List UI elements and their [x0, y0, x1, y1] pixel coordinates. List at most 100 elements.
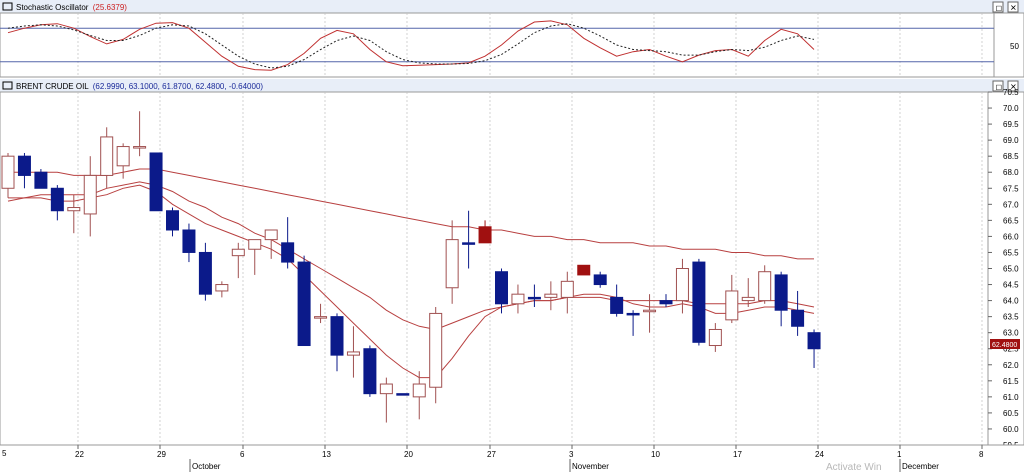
- candle-7: [116, 143, 130, 179]
- date-label-0: 22: [75, 450, 84, 459]
- candle-24: [396, 393, 410, 396]
- candle-body-49: [807, 332, 821, 350]
- candle-body-42: [692, 261, 706, 343]
- candle-body-30: [495, 271, 508, 305]
- stochastic-panel: [0, 12, 1024, 78]
- candle-body-45: [741, 296, 755, 302]
- price-title: BRENT CRUDE OIL (62.9990, 63.1000, 61.87…: [16, 82, 263, 91]
- candle-body-15: [248, 239, 262, 250]
- date-label-4: 20: [404, 450, 413, 459]
- date-label-edge: 5: [2, 449, 7, 458]
- candle-body-41: [675, 268, 689, 302]
- date-label-2: 6: [240, 450, 245, 459]
- candle-body-14: [231, 248, 245, 257]
- candle-49: [807, 329, 821, 368]
- price-tick-label-22: 70.5: [1003, 88, 1019, 97]
- stochastic-title: Stochastic Oscillator (25.6379): [16, 3, 127, 12]
- candle-25: [412, 371, 426, 420]
- price-tick-label-16: 67.5: [1003, 184, 1019, 193]
- candle-body-18: [297, 261, 311, 347]
- date-label-6: 3: [569, 450, 574, 459]
- last-price-badge: 62.4800: [990, 339, 1020, 349]
- stochastic-axis-label: 50: [1010, 42, 1019, 51]
- candle-body-21: [346, 351, 360, 356]
- candle-body-43: [708, 328, 722, 347]
- candle-body-28: [462, 242, 476, 245]
- candle-body-32: [527, 296, 541, 300]
- svg-text:◻: ◻: [996, 83, 1003, 92]
- stoch-line-0: [7, 20, 815, 71]
- candle-body-22: [363, 348, 377, 395]
- stochastic-header: [0, 0, 1024, 13]
- candle-28: [462, 210, 476, 269]
- price-tick-label-12: 65.5: [1003, 248, 1019, 257]
- panel-menu-icon[interactable]: [2, 2, 13, 11]
- candle-body-17: [281, 242, 295, 263]
- candle-body-16: [264, 229, 278, 241]
- candle-body-31: [511, 293, 525, 305]
- month-label-0: October: [192, 462, 221, 471]
- price-restore-icon[interactable]: ◻: [992, 80, 1004, 92]
- date-label-9: 24: [815, 450, 824, 459]
- svg-text:✕: ✕: [1010, 83, 1017, 92]
- candle-0: [1, 152, 15, 198]
- watermark: Activate Win: [826, 462, 882, 472]
- candle-body-24: [396, 393, 410, 396]
- price-tick-label-3: 61.0: [1003, 393, 1019, 402]
- candle-body-37: [610, 296, 624, 314]
- candle-37: [610, 284, 624, 317]
- candle-body-5: [83, 174, 97, 215]
- price-header: [0, 79, 1024, 92]
- candle-body-39: [643, 309, 657, 313]
- price-tick-label-15: 67.0: [1003, 200, 1019, 209]
- candle-body-44: [725, 290, 739, 321]
- price-tick-label-1: 60.0: [1003, 425, 1019, 434]
- candle-body-35: [577, 264, 591, 276]
- candle-body-40: [659, 300, 673, 305]
- candle-body-7: [116, 146, 130, 167]
- price-close-icon[interactable]: ✕: [1007, 80, 1019, 92]
- candle-body-26: [429, 312, 443, 388]
- price-tick-label-11: 65.0: [1003, 265, 1019, 274]
- price-tick-label-18: 68.5: [1003, 152, 1019, 161]
- svg-text:✕: ✕: [1010, 4, 1017, 13]
- price-tick-label-9: 64.0: [1003, 297, 1019, 306]
- candle-34: [560, 271, 574, 314]
- candle-36: [593, 271, 607, 288]
- candle-body-11: [182, 229, 196, 253]
- price-tick-label-21: 70.0: [1003, 104, 1019, 113]
- stoch-line-1: [7, 23, 815, 69]
- candle-22: [363, 345, 377, 397]
- date-axis: [0, 445, 1024, 472]
- candle-10: [166, 207, 179, 237]
- stochastic-close-icon[interactable]: ✕: [1007, 1, 1019, 13]
- candle-48: [791, 290, 805, 336]
- price-tick-label-14: 66.5: [1003, 216, 1019, 225]
- svg-text:62.4800: 62.4800: [992, 342, 1017, 349]
- candle-body-23: [379, 383, 393, 395]
- candle-1: [17, 152, 31, 189]
- candle-18: [297, 255, 311, 347]
- price-tick-label-6: 62.5: [1003, 345, 1019, 354]
- candle-12: [198, 242, 212, 301]
- candle-17: [281, 217, 295, 269]
- candle-2: [34, 169, 48, 189]
- month-label-2: December: [902, 462, 939, 471]
- price-menu-icon[interactable]: [2, 81, 13, 90]
- candle-body-34: [560, 280, 574, 298]
- price-tick-label-2: 60.5: [1003, 409, 1019, 418]
- candle-body-47: [774, 274, 788, 311]
- candle-20: [330, 313, 344, 372]
- candle-body-25: [412, 383, 426, 398]
- candle-14: [231, 242, 245, 279]
- candle-body-46: [758, 271, 772, 302]
- price-tick-label-8: 63.5: [1003, 313, 1019, 322]
- candle-45: [741, 278, 755, 308]
- candle-47: [774, 271, 788, 327]
- stochastic-restore-icon[interactable]: ◻: [992, 1, 1004, 13]
- candle-11: [182, 223, 196, 263]
- candle-body-4: [67, 207, 81, 212]
- candle-46: [758, 265, 772, 304]
- candle-body-29: [478, 226, 492, 244]
